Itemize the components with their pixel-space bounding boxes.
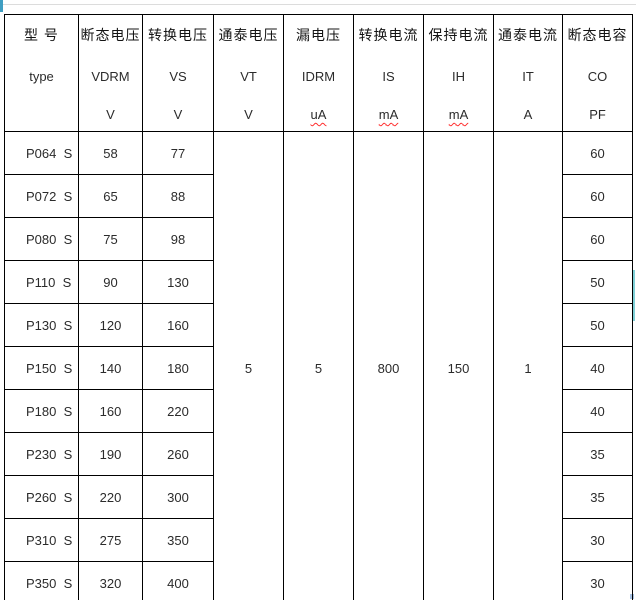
vs-cell: 160: [142, 303, 214, 347]
model-cell: P350 S: [4, 561, 79, 600]
vs-cell: 400: [142, 561, 214, 600]
vs-cell: 88: [142, 174, 214, 218]
col-unit: V: [244, 107, 253, 122]
page-top-divider: [0, 4, 636, 5]
col-title: 通泰电压: [218, 27, 279, 43]
col-unit: V: [106, 107, 115, 122]
col-symbol: VDRM: [91, 68, 130, 84]
co-cell: 50: [562, 303, 633, 347]
col-title: 转换电流: [358, 27, 419, 43]
col-header-type: 型 号 type: [4, 14, 79, 132]
model-cell: P072 S: [4, 174, 79, 218]
table-row: P072 S 65 88 60: [4, 174, 633, 218]
vdrm-cell: 120: [78, 303, 143, 347]
header-row: 型 号 type 断态电压 VDRM V 转换电压 VS: [4, 14, 633, 132]
vs-cell: 260: [142, 432, 214, 476]
spec-table: 型 号 type 断态电压 VDRM V 转换电压 VS: [4, 14, 633, 600]
it-shared-cell: 1: [493, 131, 563, 600]
vdrm-cell: 58: [78, 131, 143, 175]
col-header-idrm: 漏电压 IDRM uA: [283, 14, 354, 132]
col-unit: V: [173, 107, 183, 122]
model-cell: P080 S: [4, 217, 79, 261]
col-unit-spellcheck: uA: [310, 107, 327, 122]
model-cell: P260 S: [4, 475, 79, 519]
col-symbol: VS: [169, 68, 187, 84]
co-cell: 50: [562, 260, 633, 304]
vs-cell: 77: [142, 131, 214, 175]
col-title: 断态电压: [80, 27, 141, 43]
col-header-it: 通泰电流 IT A: [493, 14, 563, 132]
model-cell: P150 S: [4, 346, 79, 390]
model-cell: P110 S: [4, 260, 79, 304]
co-cell: 30: [562, 518, 633, 562]
is-shared-cell: 800: [353, 131, 424, 600]
ih-shared-cell: 150: [423, 131, 494, 600]
vdrm-cell: 65: [78, 174, 143, 218]
table-row: P230 S 190 260 35: [4, 432, 633, 476]
table-row: P310 S 275 350 30: [4, 518, 633, 562]
col-symbol: VT: [240, 68, 257, 84]
vdrm-cell: 140: [78, 346, 143, 390]
col-title: 漏电压: [296, 27, 341, 43]
col-header-vt: 通泰电压 VT V: [213, 14, 284, 132]
co-cell: 35: [562, 475, 633, 519]
vs-cell: 98: [142, 217, 214, 261]
table-row: P150 S 140 180 40: [4, 346, 633, 390]
col-unit: PF: [589, 107, 606, 122]
vs-cell: 130: [142, 260, 214, 304]
col-unit: A: [523, 107, 533, 122]
vdrm-cell: 190: [78, 432, 143, 476]
vt-shared-cell: 5: [213, 131, 284, 600]
col-title: 转换电压: [148, 27, 208, 43]
vs-cell: 180: [142, 346, 214, 390]
table-row: P064 S 58 77 5 5 800 150 1 60: [4, 131, 633, 600]
vs-cell: 220: [142, 389, 214, 433]
vdrm-cell: 90: [78, 260, 143, 304]
col-symbol: CO: [587, 68, 608, 84]
scroll-indicator[interactable]: [633, 270, 635, 321]
vs-cell: 350: [142, 518, 214, 562]
co-cell: 60: [562, 174, 633, 218]
idrm-shared-cell: 5: [283, 131, 354, 600]
table-row: P130 S 120 160 50: [4, 303, 633, 347]
vdrm-cell: 275: [78, 518, 143, 562]
col-title: 断态电容: [567, 27, 628, 43]
co-cell: 40: [562, 346, 633, 390]
model-cell: P064 S: [4, 131, 79, 175]
co-cell: 60: [562, 217, 633, 261]
col-unit-spellcheck: mA: [378, 107, 399, 122]
table-row: P350 S 320 400 30: [4, 561, 633, 600]
col-header-co: 断态电容 CO PF: [562, 14, 633, 132]
col-header-vs: 转换电压 VS V: [142, 14, 214, 132]
col-symbol: IDRM: [301, 68, 336, 84]
col-symbol: IH: [452, 68, 465, 84]
vdrm-cell: 220: [78, 475, 143, 519]
vs-cell: 300: [142, 475, 214, 519]
co-cell: 60: [562, 131, 633, 175]
col-symbol: IT: [522, 68, 534, 84]
col-title: 型 号: [24, 27, 59, 43]
col-header-is: 转换电流 IS mA: [353, 14, 424, 132]
model-cell: P310 S: [4, 518, 79, 562]
co-cell: 30: [562, 561, 633, 600]
col-unit-spellcheck: mA: [448, 107, 469, 122]
co-cell: 40: [562, 389, 633, 433]
model-cell: P230 S: [4, 432, 79, 476]
col-symbol: type: [29, 68, 54, 84]
col-title: 通泰电流: [498, 27, 558, 43]
col-header-vdrm: 断态电压 VDRM V: [78, 14, 143, 132]
col-symbol: IS: [382, 68, 395, 84]
table-row: P180 S 160 220 40: [4, 389, 633, 433]
table-row: P110 S 90 130 50: [4, 260, 633, 304]
model-cell: P180 S: [4, 389, 79, 433]
model-cell: P130 S: [4, 303, 79, 347]
co-cell: 35: [562, 432, 633, 476]
col-header-ih: 保持电流 IH mA: [423, 14, 494, 132]
vdrm-cell: 75: [78, 217, 143, 261]
col-title: 保持电流: [428, 27, 489, 43]
vdrm-cell: 160: [78, 389, 143, 433]
text-cursor-mark: [0, 0, 3, 12]
vdrm-cell: 320: [78, 561, 143, 600]
